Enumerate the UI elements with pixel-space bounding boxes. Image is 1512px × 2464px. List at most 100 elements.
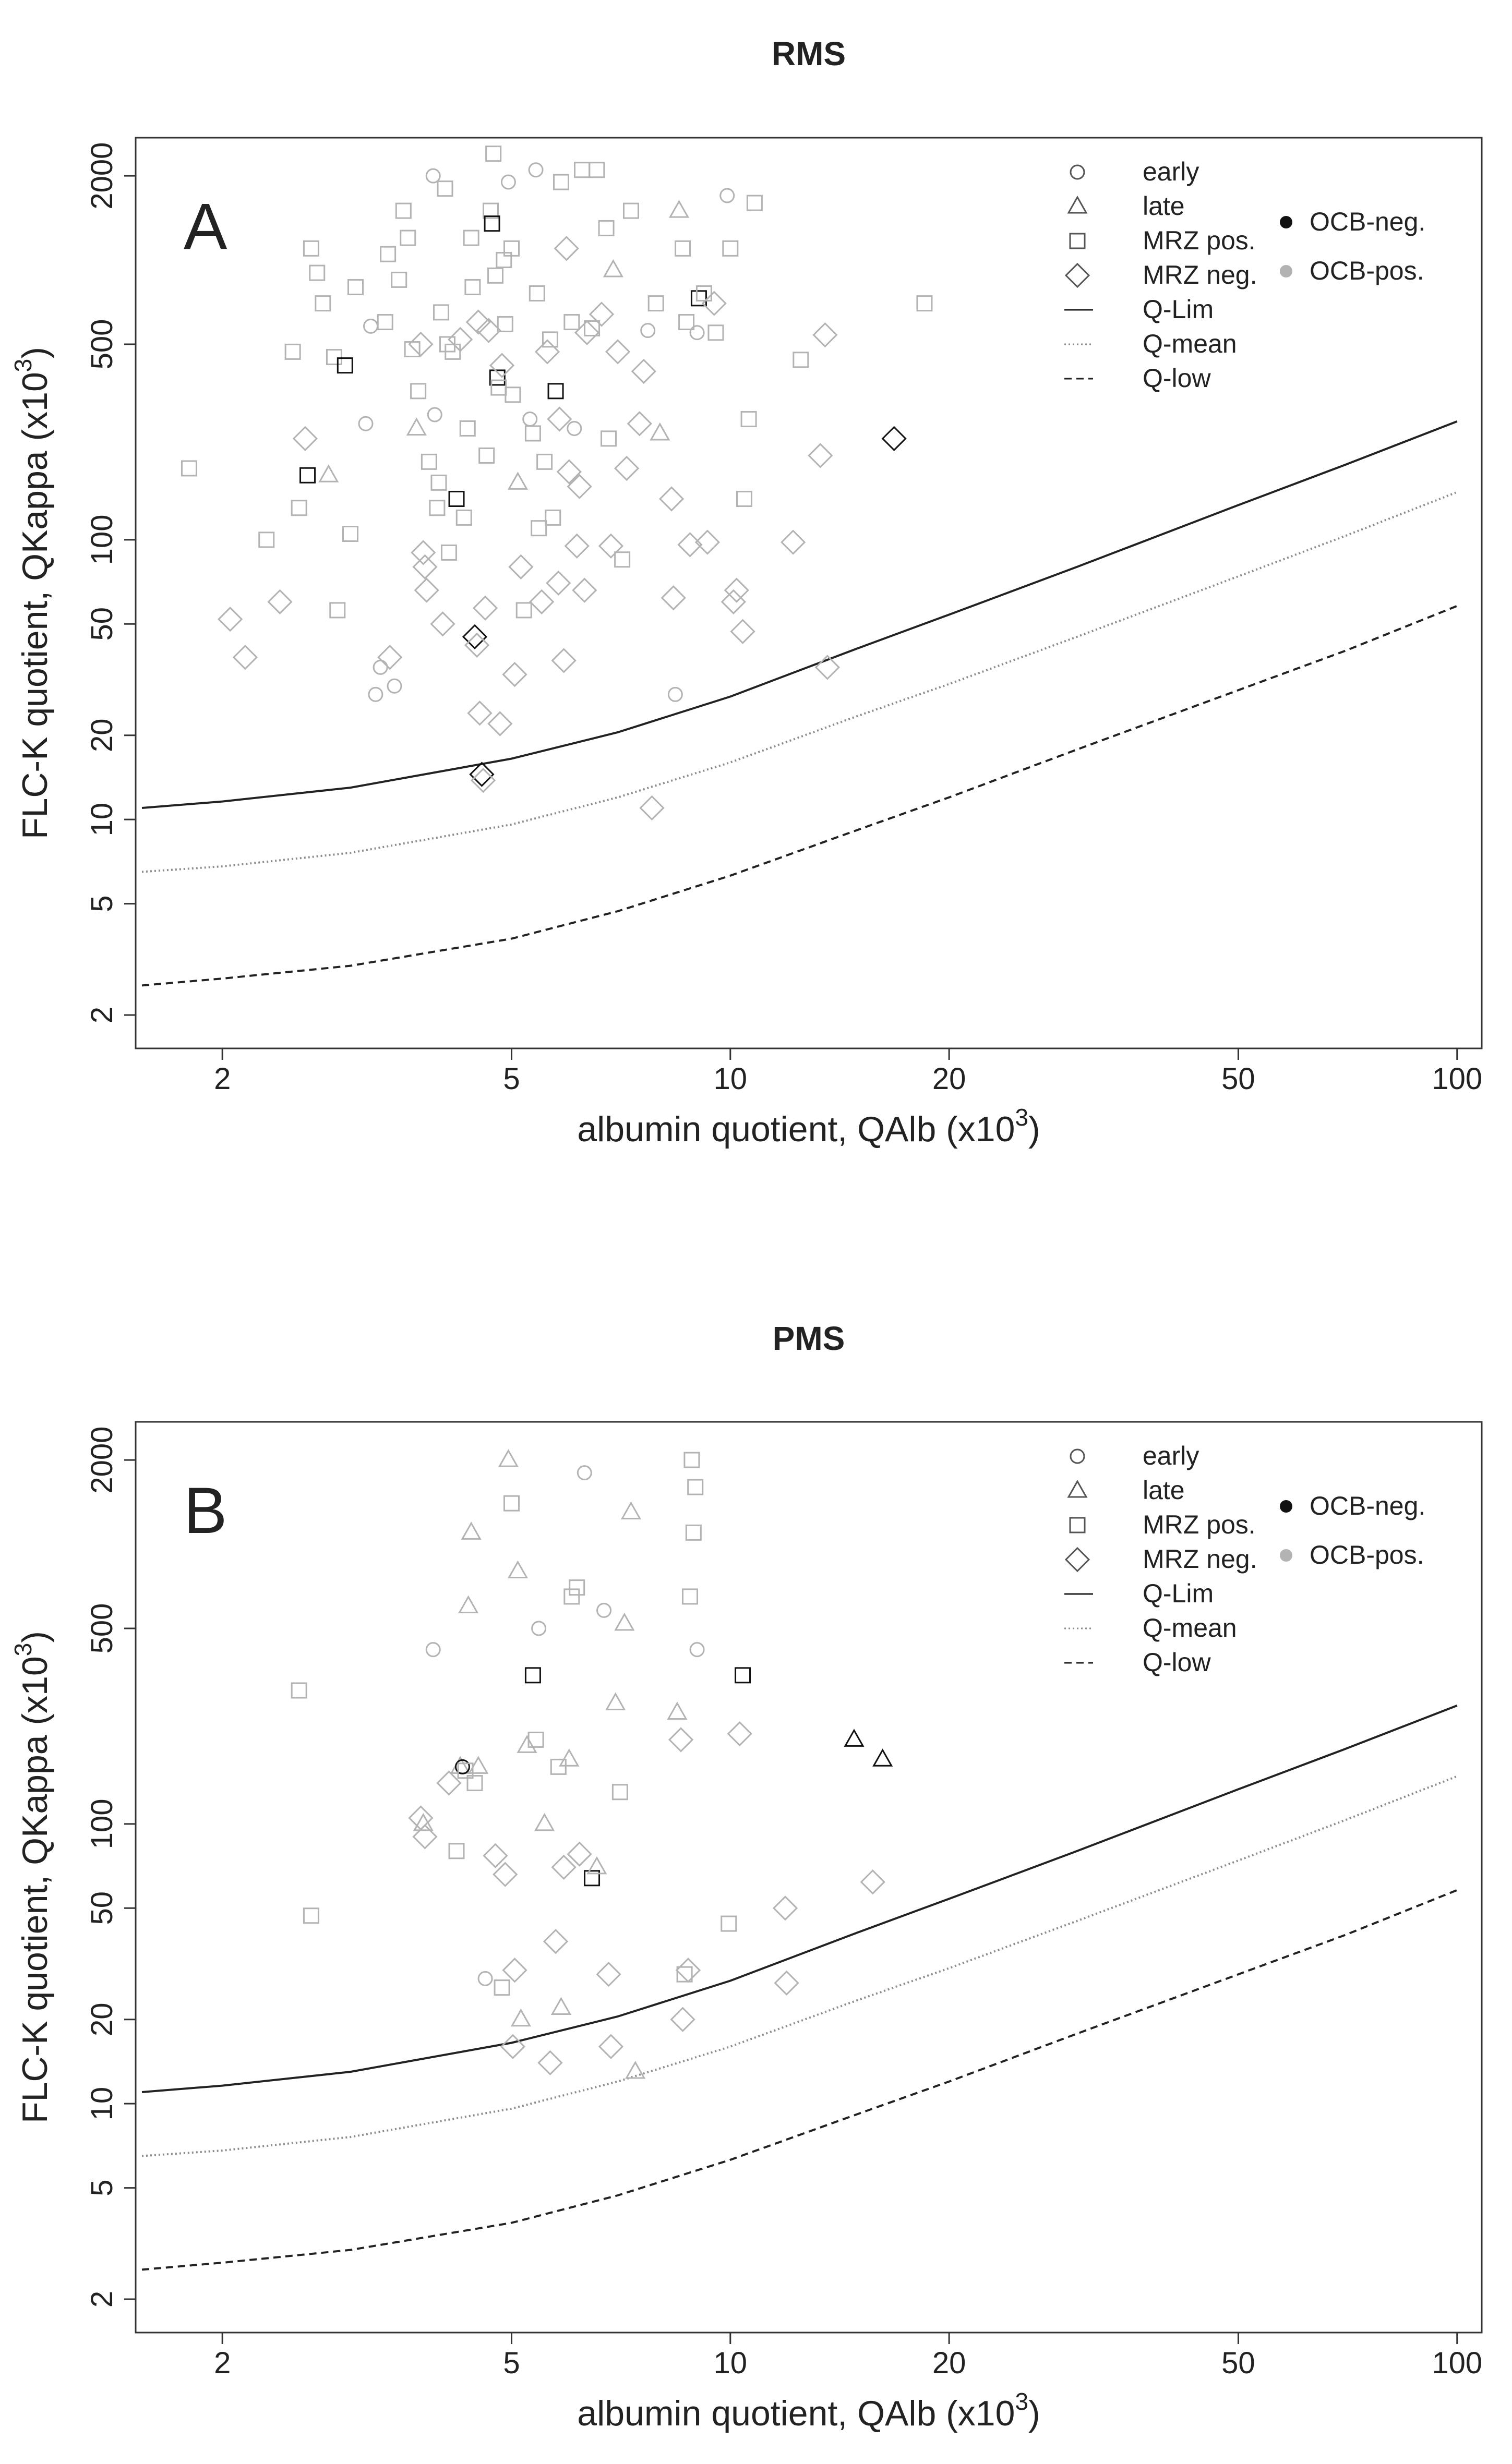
data-point [430,474,447,491]
legend-label: Q-low [1143,1648,1211,1677]
data-point [528,162,544,178]
data-point [814,655,840,680]
data-point [218,607,243,632]
data-point [589,162,605,178]
data-point [695,285,712,301]
data-point [529,285,545,301]
x-tick-label: 10 [714,2346,748,2380]
y-axis-label-end: ) [15,347,55,359]
legend-label: Q-mean [1143,329,1237,358]
y-tick-label: 100 [85,1798,119,1849]
legend-label: early [1143,1441,1199,1470]
data-point [620,1501,642,1519]
data-point [614,1612,635,1631]
legend-label: early [1143,157,1199,186]
y-tick-label: 5 [85,895,119,912]
y-tick-label: 20 [85,2002,119,2036]
data-point [490,379,507,396]
x-tick-label: 100 [1432,1062,1482,1096]
data-point [574,320,600,345]
legend-circle-icon [1070,164,1085,180]
data-point [440,544,457,561]
data-point [675,1958,701,1983]
x-axis-ticks: 2 5 10 20 50 100 [214,2333,1482,2380]
x-axis-label-main: albumin quotient, QAlb (x10 [577,1109,1015,1149]
data-point [497,316,513,332]
data-point [342,525,358,542]
legend-label: OCB-pos. [1310,1540,1424,1569]
data-point [291,1682,307,1699]
curve-q-low [141,1889,1458,2271]
data-point [395,202,412,219]
data-point [567,420,582,436]
data-point [487,711,513,736]
data-point [687,1479,704,1495]
data-point [430,611,455,637]
data-point [505,386,521,403]
data-point [598,220,615,236]
data-point [740,411,757,428]
reference-curves [141,1705,1458,2271]
data-point [437,180,453,197]
data-point [683,1452,700,1468]
data-point [502,661,527,687]
data-point [639,795,665,821]
data-point [551,1854,577,1880]
data-point [498,1449,519,1467]
y-axis-label-main: FLC-K quotient, QKappa (x10 [15,1656,55,2123]
data-point [689,1642,705,1658]
data-point [531,1621,547,1636]
data-point [291,500,307,516]
curve-q-lim [141,1705,1458,2093]
y-tick-label: 50 [85,1891,119,1925]
y-axis-label-main: FLC-K quotient, QKappa (x10 [15,372,55,839]
data-point [412,554,438,579]
data-point [391,271,407,288]
x-tick-label: 20 [932,2346,966,2380]
data-point [454,1759,470,1774]
data-point [556,459,582,485]
data-point [299,467,316,484]
legend-label: OCB-neg. [1310,1491,1425,1520]
data-point [564,533,590,559]
data-point [546,570,571,596]
data-point [534,1813,555,1831]
data-point [485,146,502,162]
data-point [478,447,495,464]
data-point [464,632,490,658]
data-point [373,659,388,675]
data-point [368,686,383,702]
data-point [812,322,838,348]
data-point [377,645,403,670]
data-point [470,768,496,793]
data-point [404,341,421,358]
data-point [707,324,724,341]
x-tick-label: 50 [1221,2346,1255,2380]
data-point [448,490,465,507]
x-axis-label-sup: 3 [1015,2388,1028,2415]
data-point [527,1731,544,1748]
data-point [411,540,436,565]
legend-diamond-icon [1064,1547,1090,1573]
x-tick-label: 5 [503,1062,520,1096]
data-point [667,686,683,702]
y-axis-ticks: 2 5 10 20 50 100 500 2000 [85,1427,136,2308]
data-point [363,318,379,334]
panel-label: B [184,1475,227,1547]
data-point [553,174,569,190]
data-point [468,1756,489,1774]
y-tick-label: 100 [85,514,119,565]
data-point [425,1642,441,1658]
data-point [584,1870,601,1887]
data-point [598,533,624,559]
data-point [267,589,293,614]
data-point [808,443,833,468]
y-tick-label: 50 [85,607,119,641]
data-point [586,1856,607,1875]
data-point [569,1579,585,1596]
data-point [844,1729,865,1747]
legend: early late MRZ pos. MRZ neg. Q-Lim Q-mean Q-lo… [1064,157,1425,393]
legend-label: MRZ pos. [1143,1510,1256,1539]
data-point [554,236,579,261]
data-point [429,500,446,516]
